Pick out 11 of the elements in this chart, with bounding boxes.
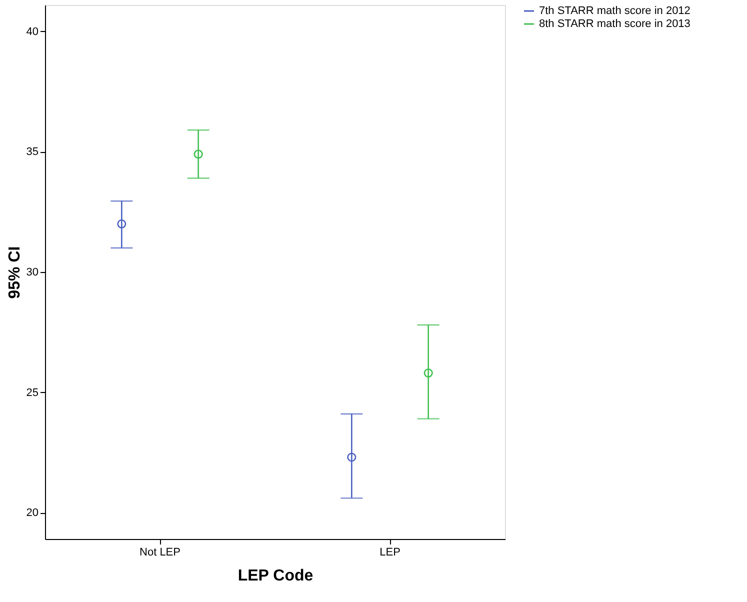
legend-label: 8th STARR math score in 2013 — [539, 18, 690, 30]
y-axis-title: 95% CI — [6, 246, 24, 299]
x-tick-label: LEP — [380, 546, 400, 558]
y-tick-label: 30 — [26, 266, 38, 278]
y-tick-label: 35 — [26, 146, 38, 158]
y-tick-label: 25 — [26, 386, 38, 399]
x-tick-label: Not LEP — [140, 546, 180, 558]
x-axis-title: LEP Code — [238, 568, 314, 584]
y-tick-label: 20 — [26, 507, 38, 520]
legend-label: 7th STARR math score in 2012 — [539, 5, 690, 17]
y-tick-label: 40 — [26, 26, 38, 38]
